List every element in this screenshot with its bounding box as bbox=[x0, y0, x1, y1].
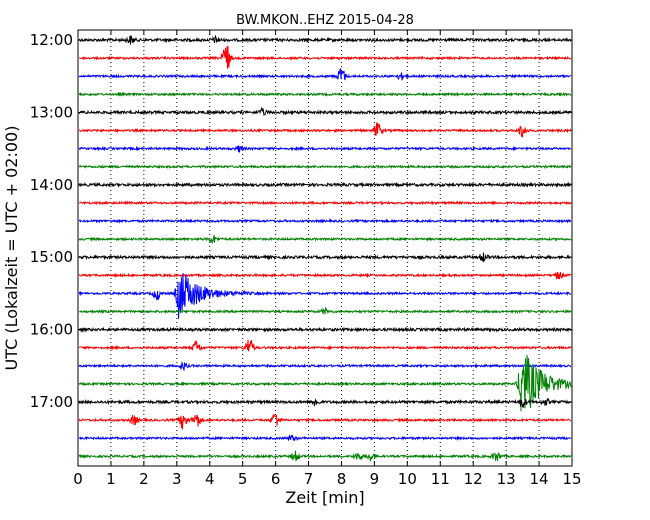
x-tick-label: 4 bbox=[205, 470, 215, 488]
x-tick-label: 12 bbox=[464, 470, 483, 488]
trace-1330 bbox=[78, 145, 572, 153]
x-axis-label: Zeit [min] bbox=[285, 488, 364, 507]
trace-1400 bbox=[78, 181, 572, 188]
trace-1600 bbox=[78, 326, 572, 333]
seismic-traces bbox=[78, 34, 572, 462]
x-tick-label: 9 bbox=[370, 470, 380, 488]
x-tick-label: 8 bbox=[337, 470, 347, 488]
plot-frame bbox=[77, 29, 573, 467]
trace-1315 bbox=[78, 122, 572, 138]
y-axis-label: UTC (Lokalzeit = UTC + 02:00) bbox=[2, 126, 21, 371]
trace-1415 bbox=[78, 199, 572, 206]
trace-1430 bbox=[78, 218, 572, 224]
x-tick-label: 10 bbox=[398, 470, 417, 488]
trace-1515 bbox=[78, 271, 572, 280]
y-tick-label: 15:00 bbox=[30, 248, 73, 266]
x-tick-label: 14 bbox=[530, 470, 549, 488]
trace-1745 bbox=[78, 450, 572, 462]
y-tick-label: 16:00 bbox=[30, 321, 73, 339]
trace-1545 bbox=[78, 307, 572, 315]
trace-1700 bbox=[78, 397, 572, 408]
y-tick-label: 13:00 bbox=[30, 103, 73, 121]
trace-1500 bbox=[78, 252, 572, 263]
trace-1530 bbox=[78, 273, 572, 319]
x-tick-label: 1 bbox=[106, 470, 116, 488]
trace-1630 bbox=[78, 360, 572, 371]
chart-title: BW.MKON..EHZ 2015-04-28 bbox=[236, 13, 414, 28]
x-tick-label: 13 bbox=[497, 470, 516, 488]
trace-1730 bbox=[78, 433, 572, 442]
x-tick-label: 6 bbox=[271, 470, 281, 488]
trace-1245 bbox=[78, 91, 572, 98]
trace-1445 bbox=[78, 234, 572, 245]
trace-1200 bbox=[78, 34, 572, 45]
x-tick-label: 0 bbox=[73, 470, 83, 488]
trace-1615 bbox=[78, 339, 572, 352]
x-tick-label: 11 bbox=[431, 470, 450, 488]
x-tick-label: 3 bbox=[172, 470, 182, 488]
trace-1215 bbox=[78, 45, 572, 69]
y-tick-label: 14:00 bbox=[30, 176, 73, 194]
x-axis-ticks: 0 1 2 3 4 5 6 7 8 9 10 11 12 13 14 15 bbox=[73, 30, 582, 488]
trace-1230 bbox=[78, 68, 572, 81]
x-tick-label: 15 bbox=[562, 470, 581, 488]
trace-1715 bbox=[78, 413, 572, 430]
x-tick-label: 5 bbox=[238, 470, 248, 488]
x-tick-label: 2 bbox=[139, 470, 149, 488]
trace-1300 bbox=[78, 106, 572, 116]
y-tick-label: 17:00 bbox=[30, 393, 73, 411]
y-tick-label: 12:00 bbox=[30, 31, 73, 49]
vertical-gridlines bbox=[110, 30, 540, 466]
trace-1645 bbox=[78, 354, 572, 412]
x-tick-label: 7 bbox=[304, 470, 314, 488]
trace-1345 bbox=[78, 163, 572, 170]
y-axis-ticks: 12:00 13:00 14:00 15:00 16:00 17:00 bbox=[30, 31, 572, 411]
